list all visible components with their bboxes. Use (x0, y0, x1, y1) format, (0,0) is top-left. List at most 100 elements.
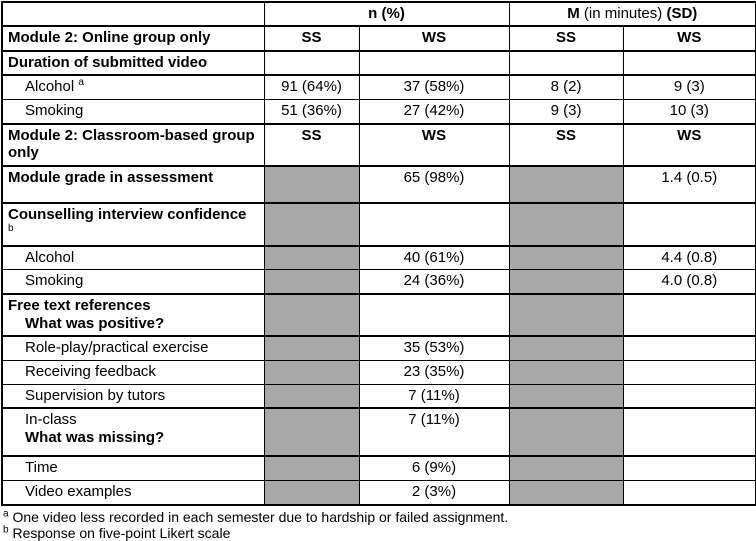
footnotes: a One video less recorded in each semest… (0, 506, 756, 541)
table-row: Supervision by tutors 7 (11%) (1, 383, 756, 409)
row-label: Module grade in assessment (1, 165, 265, 205)
data-cell (358, 292, 510, 338)
shaded-cell (508, 165, 624, 205)
data-cell: WS (358, 122, 510, 168)
data-cell: 23 (35%) (358, 359, 510, 385)
data-cell: WS (622, 25, 756, 52)
shaded-cell (263, 479, 360, 506)
data-cell (508, 49, 624, 77)
shaded-cell (508, 202, 624, 247)
shaded-cell (263, 335, 360, 361)
m-header-units: (in minutes) (579, 5, 667, 22)
row-label: Smoking (1, 269, 265, 295)
data-cell: 8 (2) (508, 74, 624, 101)
data-cell: 7 (11%) (358, 407, 510, 458)
data-cell (622, 479, 756, 506)
data-cell: 1.4 (0.5) (622, 165, 756, 205)
footnote-a: a One video less recorded in each semest… (3, 509, 754, 525)
data-cell (263, 49, 360, 77)
m-minutes-header: M (in minutes) (SD) (508, 1, 756, 27)
data-cell: 6 (9%) (358, 455, 510, 482)
data-cell (622, 359, 756, 385)
table-row: Module grade in assessment 65 (98%) 1.4 (0… (1, 165, 756, 205)
n-percent-header: n (%) (263, 1, 510, 27)
table-row: Video examples 2 (3%) (1, 479, 756, 506)
shaded-cell (263, 165, 360, 205)
data-cell: SS (263, 25, 360, 52)
table-row: Smoking 51 (36%) 27 (42%) 9 (3) 10 (3) (1, 99, 756, 125)
shaded-cell (508, 407, 624, 458)
table-row: In-class What was missing? 7 (11%) (1, 407, 756, 458)
table-row: Alcohol 40 (61%) 4.4 (0.8) (1, 244, 756, 271)
table-row: Free text references What was positive? (1, 292, 756, 338)
row-label: Time (1, 455, 265, 482)
data-cell (622, 202, 756, 247)
data-cell: 10 (3) (622, 99, 756, 125)
row-label: Counselling interview confidence b (1, 202, 265, 247)
data-cell (622, 335, 756, 361)
table-header-row: n (%) M (in minutes) (SD) (1, 1, 756, 27)
data-cell: SS (508, 25, 624, 52)
shaded-cell (508, 292, 624, 338)
row-label: Alcohol (1, 244, 265, 271)
shaded-cell (508, 455, 624, 482)
label-column-header (1, 1, 265, 27)
data-cell: SS (508, 122, 624, 168)
data-cell: 7 (11%) (358, 383, 510, 409)
data-cell: 4.0 (0.8) (622, 269, 756, 295)
row-label: Role-play/practical exercise (1, 335, 265, 361)
table-body: Module 2: Online group only SS WS SS WS Durat… (1, 25, 756, 506)
data-cell: 4.4 (0.8) (622, 244, 756, 271)
shaded-cell (263, 244, 360, 271)
table-row: Module 2: Classroom-based group only SS WS… (1, 122, 756, 168)
data-cell (622, 407, 756, 458)
data-cell (622, 49, 756, 77)
data-cell: 51 (36%) (263, 99, 360, 125)
shaded-cell (263, 202, 360, 247)
data-cell (358, 49, 510, 77)
row-label: Alcohol a (1, 74, 265, 101)
footnote-b: b Response on five-point Likert scale (3, 525, 754, 541)
shaded-cell (263, 292, 360, 338)
data-cell: 35 (53%) (358, 335, 510, 361)
data-cell: 40 (61%) (358, 244, 510, 271)
table-row: Module 2: Online group only SS WS SS WS (1, 25, 756, 52)
shaded-cell (508, 383, 624, 409)
data-cell: 9 (3) (508, 99, 624, 125)
table-row: Duration of submitted video (1, 49, 756, 77)
table-row: Receiving feedback 23 (35%) (1, 359, 756, 385)
shaded-cell (508, 359, 624, 385)
row-label: Duration of submitted video (1, 49, 265, 77)
row-label: Module 2: Online group only (1, 25, 265, 52)
data-cell (358, 202, 510, 247)
n-percent-header-label: n (%) (368, 5, 405, 22)
data-cell: 65 (98%) (358, 165, 510, 205)
data-cell: 9 (3) (622, 74, 756, 101)
table-row: Role-play/practical exercise 35 (53%) (1, 335, 756, 361)
shaded-cell (263, 359, 360, 385)
data-cell: WS (358, 25, 510, 52)
data-cell (622, 455, 756, 482)
m-header-label: M (567, 5, 580, 22)
shaded-cell (508, 269, 624, 295)
data-cell: SS (263, 122, 360, 168)
data-cell: 27 (42%) (358, 99, 510, 125)
footnote-b-marker: b (3, 524, 9, 536)
row-label: Receiving feedback (1, 359, 265, 385)
data-cell: WS (622, 122, 756, 168)
table-row: Time 6 (9%) (1, 455, 756, 482)
shaded-cell (263, 383, 360, 409)
shaded-cell (508, 335, 624, 361)
shaded-cell (263, 407, 360, 458)
row-label: Video examples (1, 479, 265, 506)
shaded-cell (508, 244, 624, 271)
data-cell (622, 383, 756, 409)
data-cell: 37 (58%) (358, 74, 510, 101)
shaded-cell (263, 455, 360, 482)
data-cell: 24 (36%) (358, 269, 510, 295)
footnote-a-text: One video less recorded in each semester… (12, 508, 509, 525)
row-label: Smoking (1, 99, 265, 125)
shaded-cell (263, 269, 360, 295)
data-cell (622, 292, 756, 338)
row-label: Supervision by tutors (1, 383, 265, 409)
